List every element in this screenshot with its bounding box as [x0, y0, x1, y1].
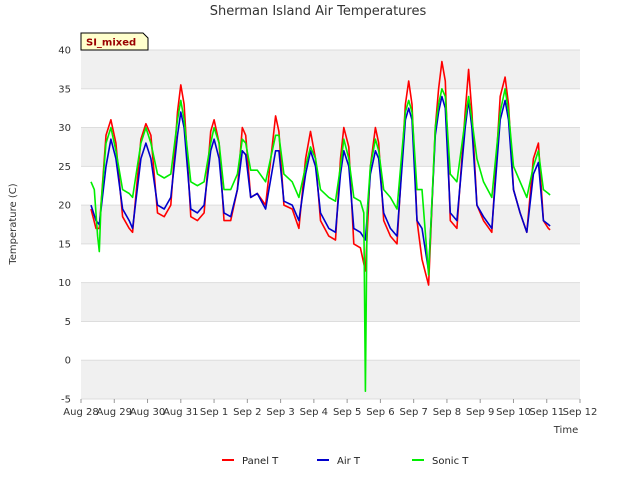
y-tick-label: 30: [58, 123, 71, 134]
x-tick-label: Sep 11: [529, 407, 564, 418]
x-tick-label: Sep 3: [266, 407, 294, 418]
y-tick-label: 40: [58, 46, 71, 57]
y-tick-label: 10: [58, 278, 71, 289]
x-tick-label: Sep 12: [563, 407, 598, 418]
y-axis-ticks: -5 0 5 10 15 20 25 30 35 40: [58, 46, 71, 406]
plot-band: [81, 50, 580, 89]
y-tick-label: 35: [58, 84, 71, 95]
y-tick-label: 20: [58, 201, 71, 212]
series-line-sonic-t: [90, 88, 551, 392]
plot-band: [81, 243, 580, 283]
plot-background-bands: [81, 50, 580, 399]
legend-label-sonic-t: Sonic T: [432, 456, 469, 467]
site-badge-label: SI_mixed: [86, 38, 136, 49]
x-tick-label: Aug 28: [63, 407, 98, 418]
y-tick-label: -5: [61, 395, 71, 406]
legend-label-air-t: Air T: [337, 456, 361, 467]
y-tick-label: 25: [58, 162, 71, 173]
x-tick-label: Sep 2: [233, 407, 261, 418]
x-tick-label: Sep 7: [399, 407, 427, 418]
x-tick-label: Sep 10: [496, 407, 531, 418]
plot-band: [81, 127, 580, 167]
x-tick-label: Aug 31: [163, 407, 198, 418]
x-tick-label: Sep 9: [466, 407, 494, 418]
x-tick-label: Aug 29: [97, 407, 132, 418]
y-tick-label: 15: [58, 239, 71, 250]
x-tick-label: Sep 4: [300, 407, 328, 418]
plot-band: [81, 88, 580, 128]
plot-band: [81, 282, 580, 322]
x-tick-label: Aug 30: [130, 407, 165, 418]
x-tick-label: Sep 5: [333, 407, 361, 418]
y-axis-title: Temperature (C): [8, 183, 19, 265]
plot-band: [81, 321, 580, 361]
plot-band: [81, 205, 580, 244]
plot-band: [81, 360, 580, 399]
series-lines: [90, 60, 551, 392]
chart-title: Sherman Island Air Temperatures: [210, 4, 427, 19]
x-tick-label: Sep 8: [433, 407, 461, 418]
y-tick-label: 5: [65, 317, 71, 328]
site-badge-box: [80, 32, 149, 51]
x-axis-title: Time: [553, 425, 578, 436]
x-tick-label: Sep 6: [366, 407, 394, 418]
series-line-air-t: [90, 95, 551, 272]
legend-label-panel-t: Panel T: [242, 456, 279, 467]
gridlines: [81, 49, 580, 400]
y-tick-label: 0: [65, 356, 71, 367]
legend: Panel T Air T Sonic T: [222, 456, 469, 467]
x-tick-label: Sep 1: [200, 407, 228, 418]
site-badge: SI_mixed: [80, 32, 149, 51]
